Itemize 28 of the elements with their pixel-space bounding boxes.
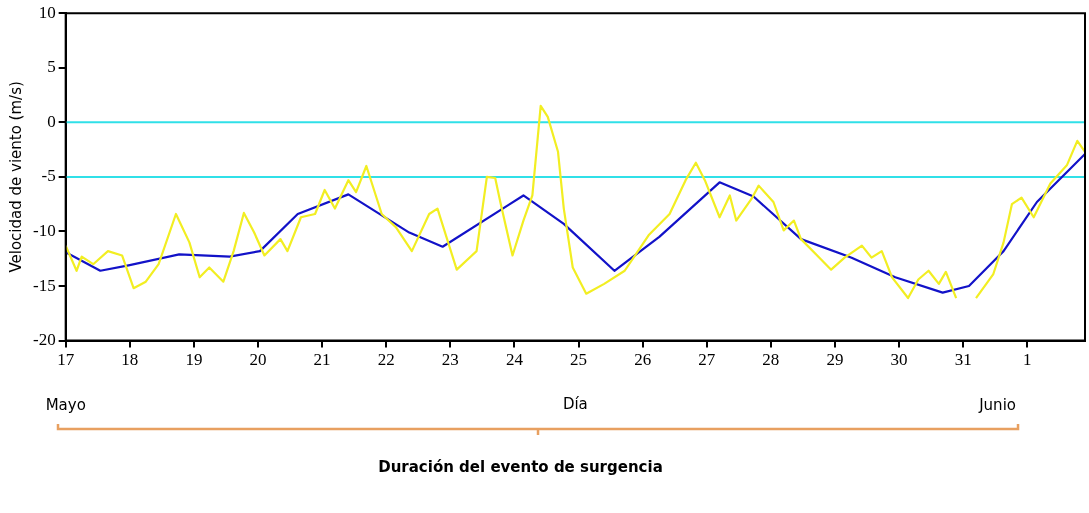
x-tick-label: 20 [249, 350, 267, 370]
x-tick-label: 26 [634, 350, 652, 370]
x-tick-label: 24 [505, 350, 524, 370]
y-tick-label: -15 [32, 275, 56, 295]
x-tick-label: 31 [954, 350, 972, 370]
x-tick-label: 19 [185, 350, 203, 370]
x-tick-label: 25 [570, 350, 588, 370]
x-tick-label: 18 [121, 350, 139, 370]
y-tick-label: 0 [47, 111, 56, 131]
y-tick-label: -5 [41, 166, 56, 186]
y-tick-label: 10 [38, 2, 56, 22]
x-tick-label: 23 [441, 350, 459, 370]
text: Duración del evento de surgencia [377, 457, 664, 476]
y-axis-title: Velocidad de viento (m/s) [6, 81, 25, 273]
x-tick-label: 22 [377, 350, 395, 370]
text: Mayo [45, 395, 86, 414]
x-tick-label: 1 [1023, 350, 1032, 370]
text: Junio [979, 395, 1016, 414]
x-tick-label: 21 [313, 350, 331, 370]
y-tick-label: -10 [32, 220, 56, 240]
x-axis-title: Día [562, 394, 588, 413]
y-tick-label: -20 [32, 330, 56, 350]
x-tick-label: 30 [890, 350, 908, 370]
x-tick-label: 29 [826, 350, 844, 370]
x-tick-label: 28 [762, 350, 780, 370]
x-tick-label: 17 [57, 350, 75, 370]
x-tick-label: 27 [698, 350, 716, 370]
y-tick-label: 5 [47, 57, 56, 77]
